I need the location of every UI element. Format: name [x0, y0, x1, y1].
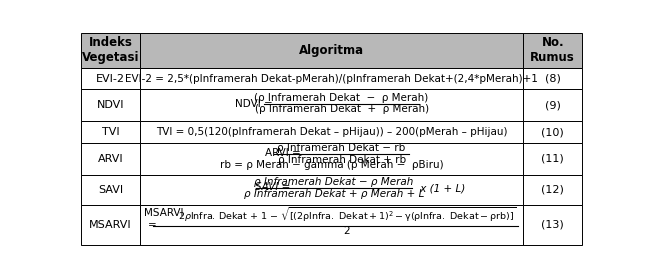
Text: Indeks
Vegetasi: Indeks Vegetasi	[82, 37, 139, 64]
Bar	[81, 68, 140, 89]
Text: x (1 + L): x (1 + L)	[417, 184, 465, 194]
Bar	[140, 122, 523, 143]
Text: ARVI: ARVI	[98, 154, 124, 164]
Bar	[81, 89, 140, 122]
Text: SAVI: SAVI	[98, 185, 123, 195]
Bar	[523, 175, 582, 205]
Text: NDVI =: NDVI =	[236, 99, 276, 109]
Text: (9): (9)	[545, 100, 561, 110]
Text: MSARVI: MSARVI	[89, 220, 132, 230]
Text: EVI-2: EVI-2	[96, 73, 125, 84]
Text: (8): (8)	[545, 73, 561, 84]
Bar	[523, 143, 582, 175]
Text: EVI-2 = 2,5*(pInframerah Dekat-pMerah)/(pInframerah Dekat+(2,4*pMerah)+1: EVI-2 = 2,5*(pInframerah Dekat-pMerah)/(…	[125, 73, 538, 84]
Text: Algoritma: Algoritma	[299, 44, 364, 57]
Bar	[140, 205, 523, 245]
Text: (ρ Inframerah Dekat  −  ρ Merah): (ρ Inframerah Dekat − ρ Merah)	[254, 93, 429, 103]
Text: (12): (12)	[542, 185, 564, 195]
Bar	[523, 89, 582, 122]
Text: =: =	[148, 220, 160, 230]
Bar	[140, 89, 523, 122]
Text: TVI = 0,5(120(pInframerah Dekat – pHijau)) – 200(pMerah – pHijau): TVI = 0,5(120(pInframerah Dekat – pHijau…	[156, 127, 507, 137]
Text: No.
Rumus: No. Rumus	[531, 37, 575, 64]
Text: SAVI =: SAVI =	[256, 183, 294, 192]
Bar	[81, 33, 140, 68]
Text: ARVI =: ARVI =	[265, 148, 304, 158]
Text: ρ Inframerah Dekat − ρ Merah: ρ Inframerah Dekat − ρ Merah	[254, 177, 414, 188]
Bar	[140, 33, 523, 68]
Bar	[81, 122, 140, 143]
Bar	[140, 68, 523, 89]
Text: ρ Inframerah Dekat + rb: ρ Inframerah Dekat + rb	[278, 155, 406, 164]
Text: (ρ Inframerah Dekat  +  ρ Merah): (ρ Inframerah Dekat + ρ Merah)	[254, 104, 429, 114]
Text: $2\rho$Infra. Dekat $+$ 1 $-$ $\sqrt{\mathrm{[(2\rho Infra.\ Dekat+1)^2-\gamma(\: $2\rho$Infra. Dekat $+$ 1 $-$ $\sqrt{\ma…	[177, 206, 516, 225]
Bar	[140, 175, 523, 205]
Bar	[81, 205, 140, 245]
Text: rb = ρ Merah − gamma (ρ Merah −  ρBiru): rb = ρ Merah − gamma (ρ Merah − ρBiru)	[220, 160, 443, 170]
Bar	[523, 33, 582, 68]
Text: 2: 2	[344, 226, 350, 236]
Bar	[523, 205, 582, 245]
Text: (10): (10)	[542, 127, 564, 137]
Bar	[81, 143, 140, 175]
Text: NDVI: NDVI	[96, 100, 124, 110]
Text: TVI: TVI	[102, 127, 119, 137]
Text: ρ Inframerah Dekat − rb: ρ Inframerah Dekat − rb	[278, 143, 406, 153]
Text: (13): (13)	[542, 220, 564, 230]
Text: MSARVI: MSARVI	[144, 208, 184, 218]
Bar	[523, 122, 582, 143]
Bar	[81, 175, 140, 205]
Bar	[523, 68, 582, 89]
Bar	[140, 143, 523, 175]
Text: (11): (11)	[542, 154, 564, 164]
Text: ρ Inframerah Dekat + ρ Merah + L: ρ Inframerah Dekat + ρ Merah + L	[244, 189, 424, 199]
